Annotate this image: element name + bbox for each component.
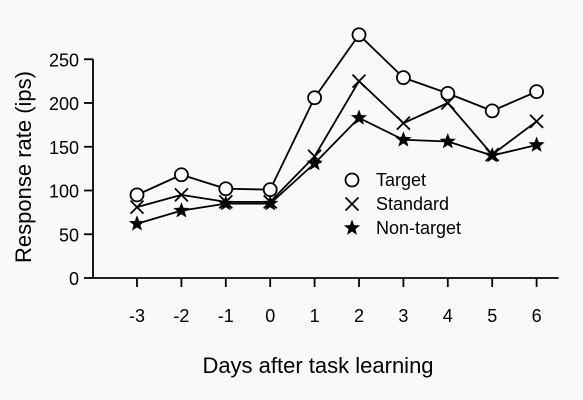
data-point-circle (173, 167, 189, 183)
x-tick-label: 4 (443, 306, 453, 326)
legend-marker-circle (344, 172, 360, 188)
data-point-star (306, 154, 323, 171)
data-point-star (350, 109, 368, 125)
legend-label: Non-target (376, 218, 461, 238)
data-point-circle (440, 85, 456, 101)
series-line-star (136, 116, 537, 225)
data-point-x (307, 149, 322, 164)
x-tick-label: 0 (265, 306, 275, 326)
x-tick-label: 5 (487, 306, 497, 326)
y-tick-label: 100 (49, 182, 79, 202)
data-point-x (174, 187, 189, 203)
x-tick-label: 2 (354, 306, 364, 326)
series-markers (128, 27, 545, 231)
data-point-circle (218, 181, 234, 197)
y-tick-label: 150 (49, 138, 79, 158)
y-tick-label: 0 (69, 269, 79, 289)
data-point-x (129, 199, 145, 215)
data-point-star (439, 133, 456, 149)
y-tick-label: 50 (59, 225, 79, 245)
data-point-star (395, 131, 412, 147)
series-line-circle (136, 33, 537, 196)
data-point-x (485, 147, 500, 162)
data-point-x (218, 194, 233, 210)
x-tick-label: -2 (173, 306, 189, 326)
x-tick-label: 3 (398, 306, 408, 326)
data-point-star (528, 136, 545, 152)
data-point-circle (395, 70, 411, 86)
legend-marker-x (344, 196, 360, 212)
y-axis-title: Response rate (ips) (11, 71, 36, 263)
data-point-x (529, 114, 544, 129)
data-point-circle (129, 187, 145, 203)
axes: 0 50 100 150 200 250 -3 -2 -1 0 1 2 3 4 5 6 (49, 50, 559, 326)
legend-label: Target (376, 170, 426, 190)
series-lines (136, 33, 538, 225)
y-tick-label: 200 (49, 94, 79, 114)
data-point-x (351, 73, 367, 89)
data-point-circle (262, 182, 278, 198)
x-tick-label: -3 (129, 306, 145, 326)
data-point-circle (529, 84, 544, 100)
x-tick-label: 1 (310, 306, 320, 326)
data-point-star (173, 202, 190, 218)
data-point-x (263, 194, 278, 210)
data-point-star (128, 215, 146, 231)
data-point-circle (307, 90, 323, 106)
series-line-x (136, 80, 538, 208)
data-point-circle (484, 103, 500, 119)
x-axis-title: Days after task learning (202, 353, 433, 378)
x-tick-label: 6 (532, 306, 542, 326)
x-tick-label: -1 (218, 306, 234, 326)
y-tick-label: 250 (49, 50, 79, 70)
legend-marker-star (343, 219, 361, 235)
legend: Target Standard Non-target (343, 170, 461, 238)
legend-label: Standard (376, 194, 449, 214)
data-point-circle (351, 27, 367, 43)
data-point-x (396, 115, 411, 131)
